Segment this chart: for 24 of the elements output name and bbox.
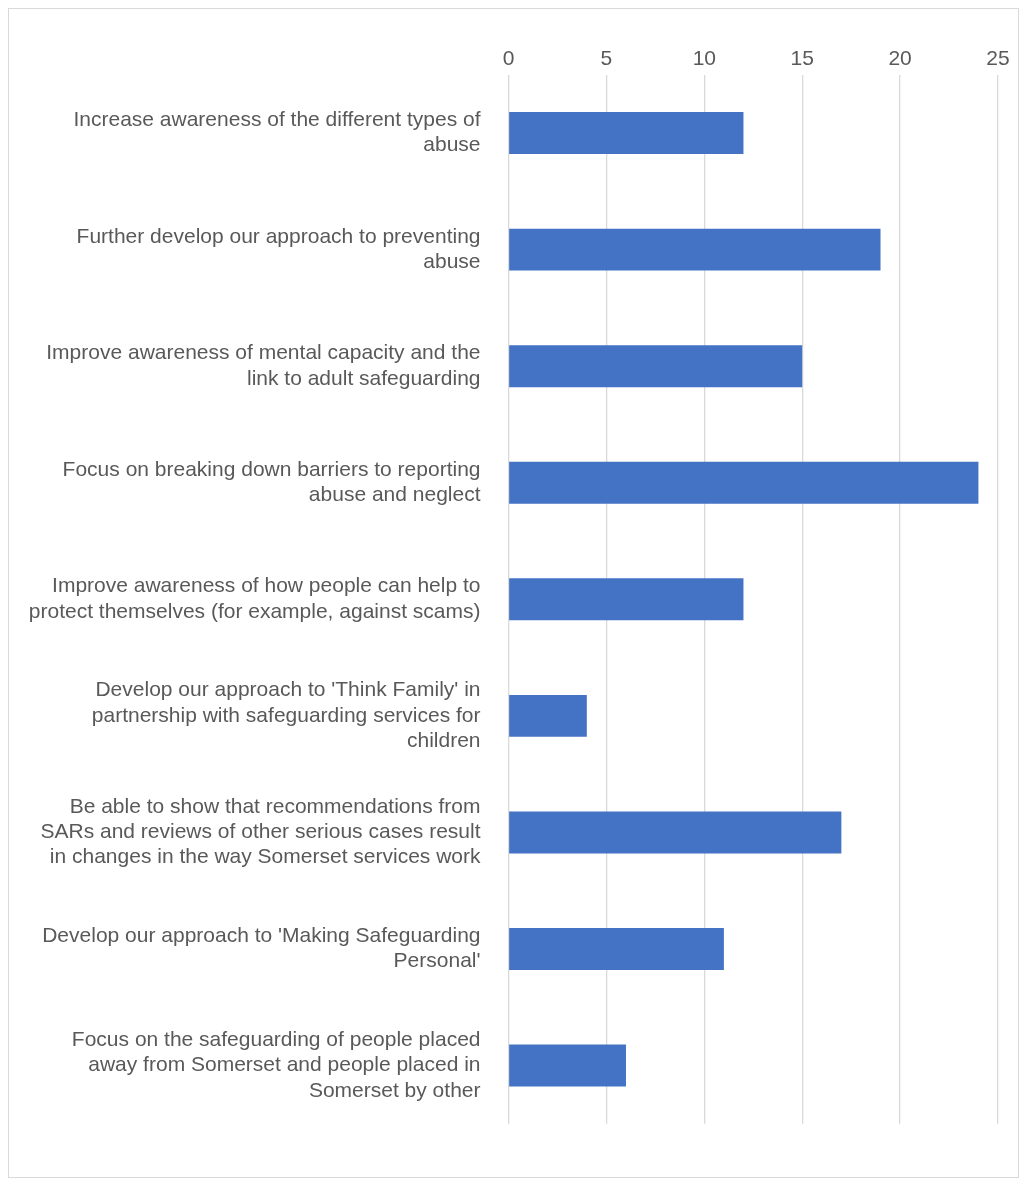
bar [509, 811, 842, 854]
bar [509, 345, 803, 388]
y-tick-label: Improve awareness of mental capacity and the link to adult safeguarding [46, 340, 481, 389]
bar [509, 112, 744, 155]
y-tick-label: Focus on the safeguarding of people placed away from Somerset and people placed in Somerset by other [71, 1027, 481, 1101]
x-tick-label: 25 [986, 46, 1010, 69]
bar [509, 578, 744, 621]
x-tick-label: 15 [790, 46, 814, 69]
y-tick-label: Further develop our approach to preventing abuse [76, 223, 481, 273]
bar [509, 927, 724, 970]
x-tick-label: 10 [692, 46, 716, 69]
bar [509, 228, 881, 271]
y-tick-label: Develop our approach to 'Making Safeguarding Personal' [42, 923, 481, 972]
x-tick-label: 20 [888, 46, 912, 69]
bar [509, 461, 979, 504]
y-tick-label: Increase awareness of the different types of abuse [73, 107, 481, 156]
x-tick-label: 5 [600, 46, 613, 69]
y-tick-label: Be able to show that recommendations from SARs and reviews of other serious cases result in changes in the way Somerset services work [40, 794, 481, 868]
bar [509, 694, 587, 737]
y-tick-label: Improve awareness of how people can help to protect themselves (for example, against scams) [28, 573, 481, 622]
x-tick-label: 0 [502, 46, 515, 69]
y-tick-label: Develop our approach to 'Think Family' in partnership with safeguarding services for children [91, 677, 481, 751]
bar [509, 1044, 626, 1087]
y-tick-label: Focus on breaking down barriers to reporting abuse and neglect [62, 456, 481, 506]
